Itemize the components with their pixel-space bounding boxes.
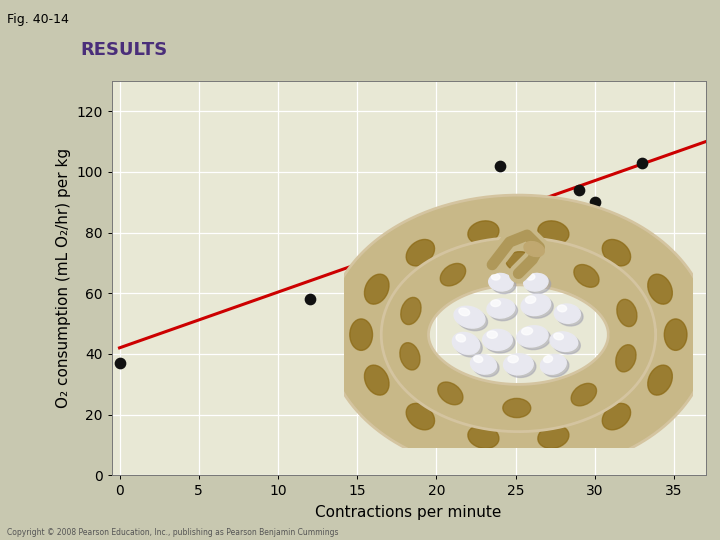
Point — [462, 210, 474, 219]
Ellipse shape — [602, 239, 631, 266]
Ellipse shape — [523, 297, 553, 318]
Ellipse shape — [544, 356, 553, 362]
Ellipse shape — [438, 382, 463, 405]
Ellipse shape — [470, 355, 496, 374]
Ellipse shape — [526, 274, 535, 280]
Ellipse shape — [485, 332, 515, 353]
Point — [494, 161, 505, 170]
Ellipse shape — [526, 296, 536, 303]
Ellipse shape — [364, 365, 389, 395]
Ellipse shape — [557, 307, 583, 326]
Ellipse shape — [503, 399, 531, 417]
Ellipse shape — [541, 354, 566, 374]
Ellipse shape — [648, 274, 672, 304]
Ellipse shape — [454, 306, 485, 328]
Ellipse shape — [455, 335, 482, 357]
Ellipse shape — [364, 274, 389, 304]
Ellipse shape — [468, 221, 499, 244]
Ellipse shape — [456, 334, 466, 342]
Ellipse shape — [452, 333, 480, 354]
Ellipse shape — [506, 356, 536, 377]
Ellipse shape — [440, 264, 466, 286]
Point — [573, 186, 585, 194]
Ellipse shape — [543, 357, 569, 377]
Ellipse shape — [492, 274, 500, 280]
X-axis label: Contractions per minute: Contractions per minute — [315, 505, 502, 520]
Ellipse shape — [648, 365, 672, 395]
Ellipse shape — [490, 301, 518, 321]
Ellipse shape — [491, 276, 516, 294]
Ellipse shape — [487, 299, 515, 318]
Point — [304, 295, 315, 303]
Ellipse shape — [487, 331, 498, 338]
Ellipse shape — [456, 309, 487, 330]
Ellipse shape — [400, 343, 420, 370]
Ellipse shape — [523, 273, 548, 291]
Ellipse shape — [557, 305, 567, 312]
Ellipse shape — [538, 221, 569, 244]
Ellipse shape — [522, 327, 533, 335]
Ellipse shape — [503, 354, 534, 375]
Ellipse shape — [554, 333, 564, 340]
Ellipse shape — [468, 425, 499, 448]
Ellipse shape — [350, 319, 372, 350]
Point — [589, 198, 600, 207]
Ellipse shape — [491, 300, 500, 307]
Ellipse shape — [616, 345, 636, 372]
Y-axis label: O₂ consumption (mL O₂/hr) per kg: O₂ consumption (mL O₂/hr) per kg — [55, 148, 71, 408]
Ellipse shape — [554, 304, 580, 323]
Text: Copyright © 2008 Pearson Education, Inc., publishing as Pearson Benjamin Cumming: Copyright © 2008 Pearson Education, Inc.… — [7, 528, 338, 537]
Ellipse shape — [550, 332, 577, 352]
Ellipse shape — [474, 356, 482, 362]
Ellipse shape — [526, 276, 551, 294]
Ellipse shape — [508, 355, 518, 363]
Text: Fig. 40-14: Fig. 40-14 — [7, 14, 69, 26]
Ellipse shape — [571, 383, 597, 406]
Text: RESULTS: RESULTS — [80, 41, 168, 59]
Ellipse shape — [506, 252, 534, 271]
Ellipse shape — [482, 329, 513, 350]
Point — [114, 359, 125, 367]
Ellipse shape — [602, 403, 631, 430]
Ellipse shape — [489, 273, 513, 291]
Ellipse shape — [665, 319, 687, 350]
Ellipse shape — [552, 334, 580, 354]
Ellipse shape — [459, 308, 469, 316]
Ellipse shape — [524, 241, 544, 256]
Ellipse shape — [574, 265, 599, 287]
Ellipse shape — [406, 239, 435, 266]
Ellipse shape — [617, 299, 637, 327]
Ellipse shape — [521, 294, 551, 315]
Ellipse shape — [517, 326, 548, 347]
Ellipse shape — [519, 328, 551, 349]
Ellipse shape — [538, 425, 569, 448]
Ellipse shape — [401, 298, 421, 325]
Point — [636, 159, 648, 167]
Ellipse shape — [406, 403, 435, 430]
Ellipse shape — [473, 357, 499, 377]
